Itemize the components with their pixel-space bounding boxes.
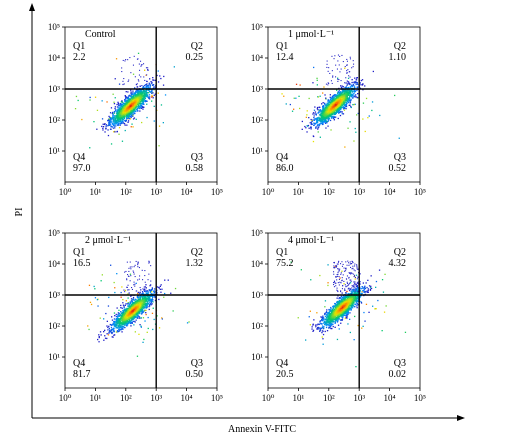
x-axis-title: Annexin V-FITC	[228, 424, 296, 435]
y-tick-label: 10⁵	[48, 228, 60, 238]
x-tick-label: 10³	[150, 187, 162, 197]
quadrant-value: 86.0	[276, 163, 294, 174]
quadrant-name: Q1	[73, 247, 85, 258]
quadrant-value: 12.4	[276, 52, 294, 63]
y-tick-label: 10³	[48, 290, 60, 300]
scatter-cloud	[281, 66, 400, 148]
y-tick-label: 10⁴	[251, 259, 263, 269]
x-tick-label: 10⁴	[181, 187, 193, 197]
q1-population	[325, 54, 355, 86]
quadrant-name: Q4	[276, 358, 288, 369]
quadrant-value: 2.2	[73, 52, 86, 63]
y-tick-label: 10¹	[251, 352, 263, 362]
y-tick-label: 10³	[251, 84, 263, 94]
x-tick-label: 10¹	[90, 187, 102, 197]
x-tick-label: 10¹	[90, 393, 102, 403]
x-tick-label: 10³	[150, 393, 162, 403]
x-tick-label: 10⁰	[59, 187, 72, 197]
q1-population	[121, 55, 149, 87]
y-tick-label: 10⁵	[251, 22, 263, 32]
y-tick-label: 10²	[251, 321, 263, 331]
y-tick-label: 10¹	[251, 146, 263, 156]
y-tick-label: 10⁴	[48, 259, 60, 269]
x-tick-label: 10⁴	[384, 393, 396, 403]
y-tick-label: 10³	[48, 84, 60, 94]
y-axis-title: PI	[14, 208, 25, 217]
quadrant-value: 0.25	[186, 52, 204, 63]
panel-1: 10⁰ 10¹ 10² 10³ 10⁴ 10⁵ 10¹ 10² 10³ 10⁴ 10⁵ Control…	[48, 22, 223, 197]
panels: 10⁰ 10¹ 10² 10³ 10⁴ 10⁵ 10¹ 10² 10³ 10⁴ 10⁵ Control…	[48, 22, 426, 403]
quadrant-value: 0.58	[186, 163, 204, 174]
quadrant-value: 97.0	[73, 163, 91, 174]
y-tick-label: 10¹	[48, 352, 60, 362]
quadrant-name: Q4	[73, 358, 85, 369]
q1-population	[123, 260, 152, 293]
q1-population	[333, 260, 361, 293]
x-tick-label: 10⁰	[262, 187, 275, 197]
x-tick-label: 10⁵	[211, 393, 223, 403]
x-tick-label: 10⁴	[384, 187, 396, 197]
quadrant-value: 1.32	[186, 258, 204, 269]
panel-title: 4 μmol·L⁻¹	[288, 235, 334, 246]
panel-2: 10⁰ 10¹ 10² 10³ 10⁴ 10⁵ 10¹ 10² 10³ 10⁴ 10⁵ 1 μmol·…	[251, 22, 426, 197]
x-tick-label: 10²	[120, 187, 132, 197]
x-tick-label: 10³	[353, 187, 365, 197]
quadrant-name: Q2	[394, 41, 406, 52]
x-tick-label: 10¹	[293, 393, 305, 403]
y-tick-label: 10²	[251, 115, 263, 125]
x-tick-label: 10⁵	[414, 187, 426, 197]
panel-title: 1 μmol·L⁻¹	[288, 29, 334, 40]
quadrant-value: 1.10	[389, 52, 407, 63]
x-tick-label: 10²	[120, 393, 132, 403]
outer-x-arrowhead	[457, 415, 465, 421]
quadrant-name: Q3	[394, 358, 406, 369]
quadrant-value: 16.5	[73, 258, 91, 269]
quadrant-name: Q4	[73, 152, 85, 163]
panel-3: 10⁰ 10¹ 10² 10³ 10⁴ 10⁵ 10¹ 10² 10³ 10⁴ 10⁵ 2 μmol·…	[48, 228, 223, 403]
y-tick-label: 10⁵	[48, 22, 60, 32]
quadrant-name: Q2	[191, 247, 203, 258]
quadrant-value: 0.02	[389, 369, 407, 380]
quadrant-name: Q4	[276, 152, 288, 163]
quadrant-name: Q3	[394, 152, 406, 163]
scatter-cloud	[74, 52, 175, 149]
x-tick-label: 10²	[323, 393, 335, 403]
y-tick-label: 10²	[48, 115, 60, 125]
quadrant-name: Q3	[191, 152, 203, 163]
quadrant-name: Q1	[73, 41, 85, 52]
scatter-cloud	[87, 264, 190, 357]
y-tick-label: 10³	[251, 290, 263, 300]
x-tick-label: 10³	[353, 393, 365, 403]
quadrant-value: 20.5	[276, 369, 294, 380]
x-tick-label: 10²	[323, 187, 335, 197]
outer-y-arrowhead	[29, 3, 35, 11]
quadrant-name: Q2	[191, 41, 203, 52]
quadrant-value: 4.32	[389, 258, 407, 269]
y-tick-label: 10¹	[48, 146, 60, 156]
x-tick-label: 10¹	[293, 187, 305, 197]
y-tick-label: 10⁵	[251, 228, 263, 238]
y-tick-label: 10⁴	[251, 53, 263, 63]
quadrant-name: Q1	[276, 247, 288, 258]
x-tick-label: 10⁵	[211, 187, 223, 197]
x-tick-label: 10⁵	[414, 393, 426, 403]
scatter-cloud	[290, 261, 407, 368]
quadrant-name: Q3	[191, 358, 203, 369]
panel-title: Control	[85, 29, 116, 40]
panel-title: 2 μmol·L⁻¹	[85, 235, 131, 246]
quadrant-value: 0.50	[186, 369, 204, 380]
quadrant-value: 0.52	[389, 163, 407, 174]
x-tick-label: 10⁴	[181, 393, 193, 403]
quadrant-name: Q2	[394, 247, 406, 258]
x-tick-label: 10⁰	[262, 393, 275, 403]
quadrant-value: 81.7	[73, 369, 91, 380]
panel-4: 10⁰ 10¹ 10² 10³ 10⁴ 10⁵ 10¹ 10² 10³ 10⁴ 10⁵ 4 μmol·…	[251, 228, 426, 403]
y-tick-label: 10⁴	[48, 53, 60, 63]
quadrant-name: Q1	[276, 41, 288, 52]
x-tick-label: 10⁰	[59, 393, 72, 403]
outer-axes: PI Annexin V-FITC	[14, 3, 465, 435]
y-tick-label: 10²	[48, 321, 60, 331]
quadrant-value: 75.2	[276, 258, 294, 269]
